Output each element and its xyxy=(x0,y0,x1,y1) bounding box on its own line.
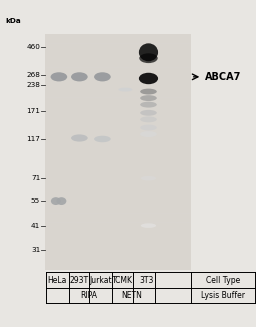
Text: kDa: kDa xyxy=(5,18,21,24)
Text: 268: 268 xyxy=(26,72,40,78)
Ellipse shape xyxy=(57,197,66,205)
Ellipse shape xyxy=(140,131,157,137)
Text: 293T: 293T xyxy=(69,276,88,285)
Text: NETN: NETN xyxy=(121,291,142,301)
Text: Cell Type: Cell Type xyxy=(206,276,240,285)
Ellipse shape xyxy=(140,110,157,116)
Text: TCMK: TCMK xyxy=(112,276,133,285)
Text: 55: 55 xyxy=(31,198,40,204)
Ellipse shape xyxy=(141,176,156,181)
Text: RIPA: RIPA xyxy=(80,291,97,301)
FancyBboxPatch shape xyxy=(45,34,191,270)
Text: Jurkat: Jurkat xyxy=(89,276,112,285)
Text: HeLa: HeLa xyxy=(47,276,67,285)
Ellipse shape xyxy=(139,43,158,61)
Ellipse shape xyxy=(139,53,158,63)
Text: 71: 71 xyxy=(31,175,40,181)
Text: ABCA7: ABCA7 xyxy=(205,72,241,82)
Ellipse shape xyxy=(51,197,61,205)
Ellipse shape xyxy=(139,73,158,84)
Ellipse shape xyxy=(140,89,157,95)
Ellipse shape xyxy=(140,116,157,122)
Text: 117: 117 xyxy=(26,136,40,142)
Ellipse shape xyxy=(140,95,157,101)
Ellipse shape xyxy=(94,136,111,142)
Text: 460: 460 xyxy=(26,44,40,50)
Text: 3T3: 3T3 xyxy=(139,276,154,285)
Text: Lysis Buffer: Lysis Buffer xyxy=(201,291,245,301)
Ellipse shape xyxy=(94,72,111,81)
Ellipse shape xyxy=(118,88,133,92)
Text: 31: 31 xyxy=(31,247,40,253)
Text: 171: 171 xyxy=(26,108,40,114)
Text: 238: 238 xyxy=(26,82,40,88)
Ellipse shape xyxy=(51,72,67,81)
Ellipse shape xyxy=(141,223,156,228)
Text: 41: 41 xyxy=(31,223,40,229)
Ellipse shape xyxy=(71,72,88,81)
Ellipse shape xyxy=(71,134,88,142)
Ellipse shape xyxy=(140,102,157,108)
Ellipse shape xyxy=(140,125,157,130)
